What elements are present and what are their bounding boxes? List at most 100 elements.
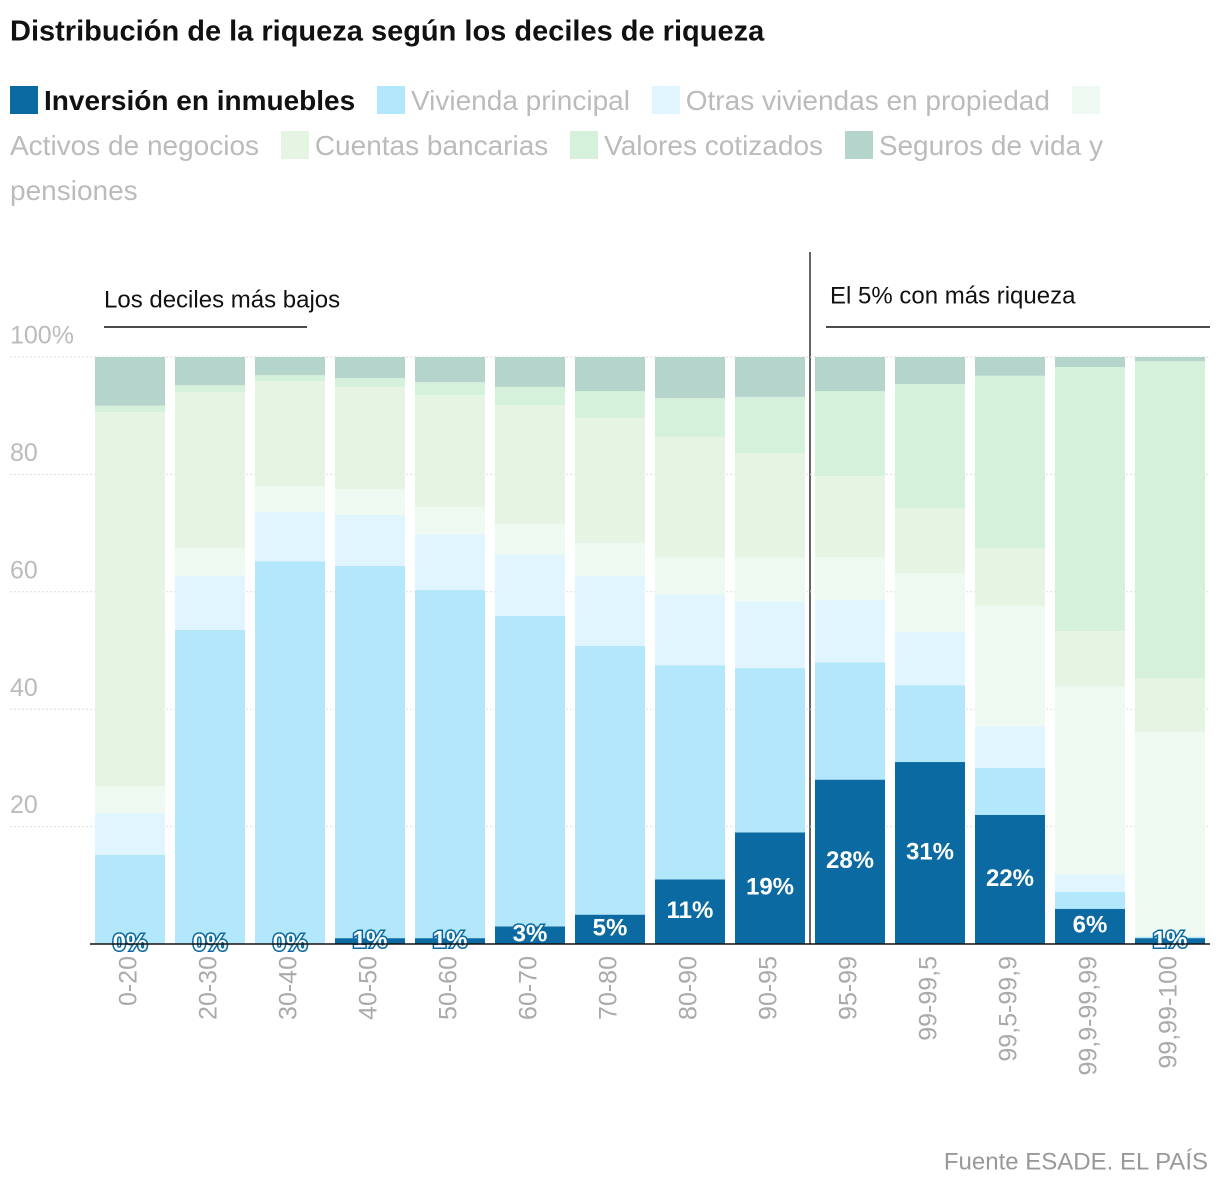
- y-tick-label: 80: [10, 439, 38, 467]
- bar-segment: [495, 357, 565, 387]
- bar-segment: [815, 557, 885, 601]
- bar-segment: [895, 573, 965, 632]
- legend: Inversión en inmuebles Vivienda principa…: [10, 78, 1180, 213]
- bar-segment: [255, 381, 325, 487]
- bar-segment: [95, 405, 165, 413]
- bar-segment: [1055, 891, 1125, 909]
- bar-segment: [95, 854, 165, 944]
- bar-segment: [175, 392, 245, 548]
- value-label: 5%: [593, 915, 628, 942]
- legend-swatch: [570, 131, 599, 159]
- value-label: 19%: [746, 874, 794, 901]
- y-tick-label: 20: [10, 791, 38, 819]
- y-tick-label: 100%: [10, 322, 74, 350]
- legend-swatch: [651, 86, 680, 114]
- bar-segment: [495, 405, 565, 524]
- bar-segment: [895, 762, 965, 944]
- x-tick-label: 90-95: [755, 956, 783, 1020]
- x-tick-label: 99,5-99,9: [995, 956, 1023, 1062]
- bar-segment: [735, 557, 805, 602]
- bar-segment: [575, 575, 645, 646]
- bar-segment: [255, 486, 325, 512]
- bar-segment: [335, 514, 405, 566]
- legend-swatch: [376, 86, 405, 114]
- bar-segment: [815, 391, 885, 477]
- bar-segment: [1135, 678, 1205, 733]
- bar-segment: [735, 601, 805, 669]
- annotation: Los deciles más bajos: [104, 286, 340, 313]
- legend-item: Cuentas bancarias: [280, 130, 549, 161]
- bar-segment: [95, 412, 165, 787]
- x-tick-label: 30-40: [275, 956, 303, 1020]
- bar-segment: [975, 767, 1045, 815]
- legend-label: Inversión en inmuebles: [44, 85, 356, 116]
- legend-item: Vivienda principal: [376, 85, 630, 116]
- bar-segment: [255, 375, 325, 382]
- x-tick-label: 80-90: [675, 956, 703, 1020]
- bar-segment: [95, 786, 165, 814]
- bar-segment: [575, 391, 645, 419]
- bar-segment: [815, 357, 885, 392]
- value-label: 0%: [113, 929, 148, 956]
- legend-item: Seguros de vida y pensiones: [10, 130, 1103, 206]
- bar-segment: [895, 685, 965, 763]
- x-tick-label: 60-70: [515, 956, 543, 1020]
- bar-segment: [495, 386, 565, 406]
- bar-segment: [335, 938, 405, 944]
- bar-segment: [1055, 357, 1125, 367]
- bar-segment: [975, 547, 1045, 606]
- bar-segment: [1055, 686, 1125, 875]
- bar-segment: [815, 600, 885, 663]
- bar-segment: [655, 879, 725, 944]
- value-label: 1%: [1153, 926, 1188, 953]
- bar-segment: [1055, 908, 1125, 944]
- legend-label: Valores cotizados: [604, 130, 824, 161]
- legend-swatch: [844, 131, 873, 159]
- bar-segment: [255, 561, 325, 944]
- value-label: 6%: [1073, 912, 1108, 939]
- legend-label: Cuentas bancarias: [314, 130, 549, 161]
- bar-segment: [255, 357, 325, 376]
- bar-segment: [415, 507, 485, 535]
- bar-segment: [655, 557, 725, 595]
- legend-label: Otras viviendas en propiedad: [685, 85, 1050, 116]
- bar-segment: [495, 926, 565, 944]
- bar-segment: [495, 523, 565, 555]
- x-tick-label: 20-30: [195, 956, 223, 1020]
- bar-segment: [735, 396, 805, 454]
- bar-segment: [735, 357, 805, 397]
- annotation: El 5% con más riqueza: [830, 282, 1076, 309]
- bar-segment: [1135, 938, 1205, 944]
- bar-segment: [815, 476, 885, 558]
- legend-item: Inversión en inmuebles: [10, 85, 355, 116]
- bar-segment: [335, 386, 405, 490]
- bar-segment: [735, 453, 805, 558]
- value-label: 1%: [353, 926, 388, 953]
- bar-segment: [815, 662, 885, 780]
- bar-segment: [95, 813, 165, 855]
- bar-segment: [975, 605, 1045, 727]
- bar-segment: [655, 436, 725, 558]
- value-label: 11%: [667, 897, 714, 924]
- x-tick-label: 70-80: [595, 956, 623, 1020]
- bar-segment: [415, 382, 485, 396]
- value-label: 22%: [986, 865, 1034, 892]
- bar-segment: [415, 534, 485, 591]
- bar-segment: [495, 615, 565, 927]
- legend-label: Activos de negocios: [10, 130, 260, 161]
- bar-segment: [895, 507, 965, 574]
- bar-segment: [575, 418, 645, 544]
- bar-segment: [255, 511, 325, 562]
- y-tick-label: 40: [10, 674, 38, 702]
- value-label: 1%: [433, 926, 468, 953]
- bar-segment: [575, 543, 645, 576]
- bar-segment: [575, 914, 645, 944]
- bar-segment: [895, 631, 965, 686]
- bar-segment: [895, 357, 965, 385]
- bar-segment: [335, 565, 405, 939]
- bar-segment: [175, 575, 245, 630]
- bar-segment: [575, 645, 645, 915]
- x-tick-label: 99-99,5: [915, 956, 943, 1041]
- x-tick-label: 99,99-100: [1155, 956, 1183, 1069]
